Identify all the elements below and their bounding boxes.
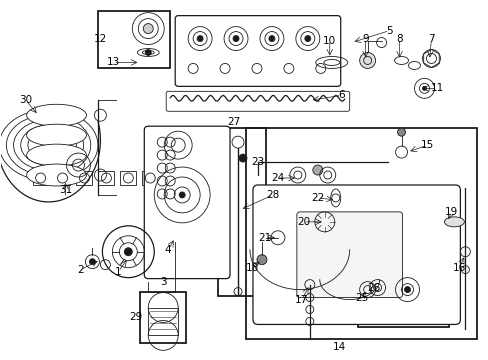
Circle shape bbox=[197, 36, 203, 41]
Text: 15: 15 bbox=[420, 140, 433, 150]
Ellipse shape bbox=[26, 104, 86, 126]
Text: 23: 23 bbox=[251, 157, 264, 167]
Bar bbox=[245, 128, 476, 339]
Bar bbox=[98, 171, 114, 185]
Text: 8: 8 bbox=[395, 33, 402, 44]
Text: 4: 4 bbox=[164, 245, 171, 255]
Text: 19: 19 bbox=[444, 207, 457, 217]
Circle shape bbox=[239, 154, 246, 162]
Bar bbox=[148, 307, 178, 336]
Text: 10: 10 bbox=[323, 36, 336, 46]
Bar bbox=[33, 171, 48, 185]
Text: 27: 27 bbox=[227, 117, 240, 127]
Circle shape bbox=[124, 248, 132, 256]
Circle shape bbox=[397, 128, 405, 136]
Text: 20: 20 bbox=[297, 217, 310, 227]
Circle shape bbox=[422, 86, 426, 90]
FancyBboxPatch shape bbox=[296, 212, 402, 298]
Bar bbox=[120, 171, 136, 185]
Text: 24: 24 bbox=[271, 173, 284, 183]
Ellipse shape bbox=[26, 124, 86, 146]
Text: 16: 16 bbox=[452, 263, 465, 273]
FancyBboxPatch shape bbox=[175, 15, 340, 86]
Bar bbox=[76, 171, 92, 185]
Text: 11: 11 bbox=[430, 84, 443, 93]
Text: 14: 14 bbox=[332, 342, 346, 352]
Text: 21: 21 bbox=[258, 233, 271, 243]
Text: 31: 31 bbox=[59, 185, 72, 195]
Text: 12: 12 bbox=[94, 33, 107, 44]
Ellipse shape bbox=[26, 144, 86, 166]
Text: 29: 29 bbox=[129, 312, 142, 323]
Ellipse shape bbox=[444, 217, 464, 227]
Text: 25: 25 bbox=[354, 293, 367, 302]
Circle shape bbox=[304, 36, 310, 41]
Circle shape bbox=[179, 192, 185, 198]
Circle shape bbox=[143, 24, 153, 33]
Bar bbox=[140, 292, 186, 343]
Text: 6: 6 bbox=[338, 90, 345, 100]
Bar bbox=[142, 171, 158, 185]
Text: 2: 2 bbox=[77, 265, 83, 275]
Bar bbox=[98, 11, 170, 68]
Text: 9: 9 bbox=[362, 33, 368, 44]
Text: 30: 30 bbox=[19, 95, 32, 105]
FancyBboxPatch shape bbox=[144, 126, 229, 279]
Bar bbox=[357, 270, 448, 328]
Circle shape bbox=[312, 165, 322, 175]
Circle shape bbox=[359, 53, 375, 68]
Bar bbox=[218, 128, 265, 296]
Text: 5: 5 bbox=[386, 26, 392, 36]
Text: 22: 22 bbox=[310, 193, 324, 203]
Text: 13: 13 bbox=[106, 58, 120, 67]
Circle shape bbox=[89, 259, 95, 265]
Circle shape bbox=[256, 255, 266, 265]
Circle shape bbox=[145, 50, 151, 55]
Text: 26: 26 bbox=[366, 283, 380, 293]
Bar bbox=[55, 171, 70, 185]
Text: 18: 18 bbox=[245, 263, 258, 273]
Circle shape bbox=[233, 36, 239, 41]
Text: 17: 17 bbox=[295, 294, 308, 305]
Text: 3: 3 bbox=[160, 276, 166, 287]
FancyBboxPatch shape bbox=[252, 185, 459, 324]
Text: 28: 28 bbox=[266, 190, 279, 200]
Ellipse shape bbox=[26, 164, 86, 186]
Text: 1: 1 bbox=[115, 267, 122, 276]
Circle shape bbox=[268, 36, 274, 41]
Text: 7: 7 bbox=[427, 33, 434, 44]
Circle shape bbox=[404, 287, 410, 293]
